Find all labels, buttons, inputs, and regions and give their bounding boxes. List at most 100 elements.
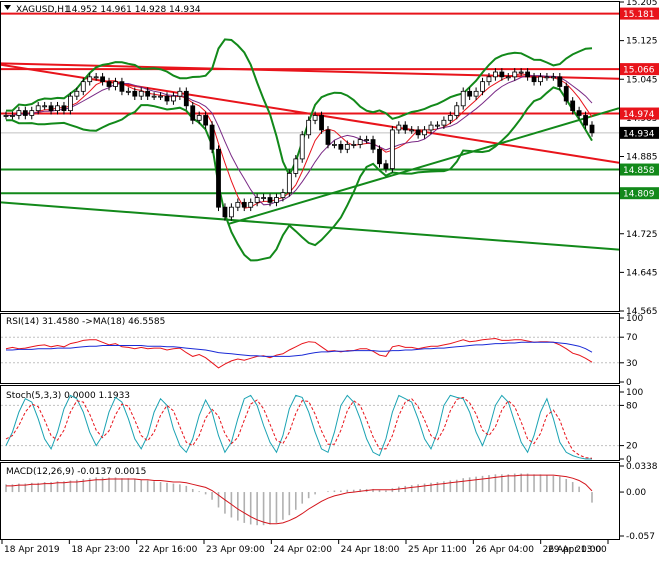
price-tag-label: 14.858 [623,166,655,176]
price-tag-label: 14.809 [623,190,655,200]
candle-body [132,90,138,97]
time-tick-label: 25 Apr 11:00 [408,545,467,555]
candle-body [100,76,105,83]
rsi-title: RSI(14) 31.4580 ->MA(18) 46.5585 [6,317,165,327]
candle-body [241,201,247,208]
price-tag-box [620,63,659,76]
candle-body [22,110,28,116]
candle-body [61,105,67,112]
candle-body [402,124,408,131]
candle-body [370,139,376,150]
stoch-main-line [5,394,592,460]
price-candles [3,68,595,221]
candle-body [525,71,531,78]
candle-body [570,100,576,112]
candle-body [138,90,144,97]
candle-body [42,105,48,108]
candle-body [589,124,595,134]
candle-body [280,192,286,198]
stoch-signal-line [5,396,593,459]
price-tag-box [620,7,659,20]
price-tick-label: 14.885 [626,153,658,163]
candle-body [383,163,389,169]
ohlc-readout: 14.952 14.961 14.928 14.934 [66,5,201,15]
candle-body [344,144,350,150]
candle-body [550,76,556,79]
price-tag-box [620,126,659,139]
candle-body [415,129,421,136]
macd-tick-label: 0.00 [626,488,646,498]
candle-body [16,110,22,116]
candle-body [576,110,582,116]
candle-body [80,81,86,92]
header-arrow-icon [4,5,11,10]
candle-body [447,115,453,121]
rsi-line [5,337,593,369]
candle-body [196,115,202,121]
price-tick-label: 14.565 [626,307,658,317]
candle-body [396,124,402,131]
candle-body [10,115,15,117]
candle-body [499,71,505,78]
candle-body [177,90,183,97]
candle-body [228,206,234,218]
candle-body [454,105,460,116]
candle-body [351,144,357,146]
price-tick-label: 14.725 [626,230,658,240]
candle-body [583,115,588,126]
price-tick-label: 15.125 [626,37,658,47]
rsi-indicator: 100 70 30 0 [1,314,643,388]
candle-body [435,124,440,127]
candle-body [544,76,550,79]
candle-body [274,197,279,203]
candle-body [428,124,434,131]
stoch-tick-label: 100 [626,388,643,398]
candle-body [409,129,415,132]
time-tick-label: 24 Apr 18:00 [341,545,400,555]
time-axis: 18 Apr 2019 18 Apr 23:00 22 Apr 16:00 23 Ap… [1,540,609,555]
candle-body [216,148,221,208]
rsi-ma-line [6,341,593,357]
symbol-header: XAGUSD,H1 [16,5,70,15]
candle-body [35,105,41,112]
candle-body [151,95,157,98]
candle-body [67,95,73,112]
macd-indicator: 0.0338 0.00 -0.057 [5,462,658,542]
time-tick-label: 23 Apr 09:00 [206,545,265,555]
time-tick-label: 18 Apr 23:00 [71,545,130,555]
candle-body [183,90,189,107]
candle-body [74,90,80,97]
candle-body [29,110,35,116]
price-tag-label: 15.181 [623,10,655,20]
moving-average-fast [6,73,593,209]
candle-body [557,76,563,87]
candle-body [531,76,537,83]
candle-body [332,144,337,146]
rsi-tick-label: 0 [626,378,632,388]
price-tick-label: 14.645 [626,268,658,278]
price-tags: 15.181 15.066 14.974 14.934 14.858 14.809 [620,7,659,200]
moving-average-slow [6,75,593,206]
candle-body [338,144,344,150]
rsi-panel-frame [0,313,620,384]
price-tag-label: 14.974 [623,110,655,120]
candle-body [248,201,254,208]
candle-body [460,90,466,107]
candle-body [113,81,118,87]
candle-body [422,129,427,136]
stoch-title: Stoch(5,3,3) 0.0000 1.1933 [6,391,130,401]
candle-body [538,76,543,83]
candle-body [480,81,485,92]
price-tag-box [620,163,659,176]
candle-body [512,71,518,78]
candle-body [261,197,266,199]
candle-body [209,124,215,150]
candle-body [473,90,479,97]
price-tag-label: 14.934 [623,129,655,139]
macd-tick-label: 0.0338 [626,462,658,472]
price-tick-label: 15.045 [626,75,658,85]
price-tag-box [620,107,659,120]
candle-body [55,105,60,112]
candle-body [319,115,324,131]
macd-title: MACD(12,26,9) -0.0137 0.0015 [6,467,146,477]
